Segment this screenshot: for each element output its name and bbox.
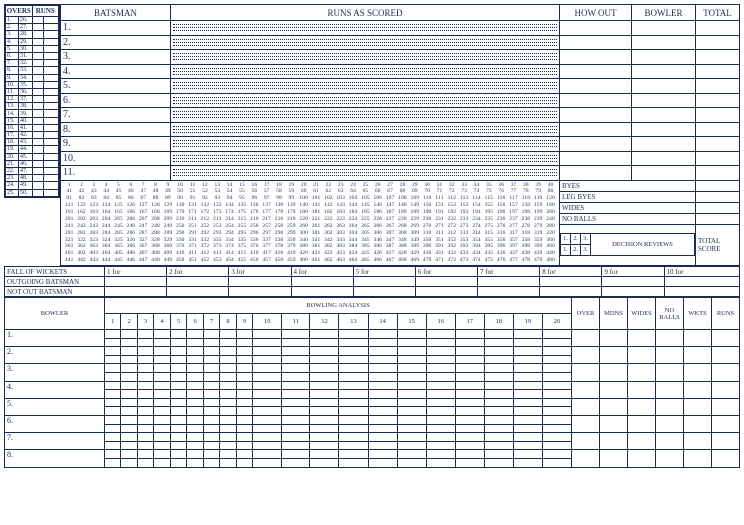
batsman-row: 1. [61, 21, 740, 36]
batsman-row: 9. [61, 137, 740, 152]
outgoing-label: OUTGOING BATSMAN [7, 278, 79, 286]
bowler-row: 2. [5, 347, 740, 356]
bowler-row: 5. [5, 398, 740, 407]
batsman-row: 2. [61, 35, 740, 50]
noballs-label: NO BALLS [562, 215, 596, 223]
bowling-analysis-hdr: BOWLING ANALYSIS [306, 302, 369, 309]
overs-runs-block: OVERS RUNS 1.26.2.27.3.28.4.29.5.30.6.31… [4, 4, 60, 266]
bowler-row: 7. [5, 433, 740, 442]
batting-block: BATSMAN RUNS AS SCORED HOW OUT BOWLER TO… [60, 4, 740, 266]
total-hdr: TOTAL [703, 8, 732, 18]
total-score-label: TOTAL SCORE [698, 237, 721, 253]
batsman-row: 7. [61, 108, 740, 123]
batsman-row: 3. [61, 50, 740, 65]
howout-hdr: HOW OUT [574, 8, 616, 18]
runs-hdr: RUNS [36, 7, 55, 15]
fow-label: FALL OF WICKETS [7, 268, 67, 276]
batsman-row: 10. [61, 151, 740, 166]
notout-label: NOT OUT BATSMAN [7, 288, 72, 296]
bowler-row: 6. [5, 415, 740, 424]
bowler-row: 4. [5, 381, 740, 390]
runs-scored-hdr: RUNS AS SCORED [327, 8, 402, 18]
fall-of-wickets-block: FALL OF WICKETS 1 for 2 for 3 for 4 for … [4, 266, 740, 297]
bowler-row: 1. [5, 330, 740, 339]
bowlerh-hdr: BOWLER [645, 8, 683, 18]
batsman-row: 6. [61, 93, 740, 108]
batsman-row: 4. [61, 64, 740, 79]
bowler-row: 3. [5, 364, 740, 373]
bowler-row: 8. [5, 450, 740, 459]
bowling-block: BOWLER BOWLING ANALYSIS OVER MDNS WIDES … [4, 297, 740, 468]
run-tally-grid: 1234567891011121314151617181920212223242… [61, 180, 560, 266]
legbyes-label: LEG BYES [562, 193, 595, 201]
bowler-col-hdr: BOWLER [41, 310, 68, 317]
batsman-row: 5. [61, 79, 740, 94]
decision-reviews: 1. 2. 3. DECISION REVIEWS 1. 2. 3. [560, 233, 695, 256]
overs-hdr: OVERS [7, 7, 31, 15]
batsman-row: 8. [61, 122, 740, 137]
batsman-hdr: BATSMAN [94, 8, 137, 18]
batsman-row: 11. [61, 166, 740, 181]
wides-label: WIDES [562, 204, 584, 212]
byes-label: BYES [562, 182, 580, 190]
